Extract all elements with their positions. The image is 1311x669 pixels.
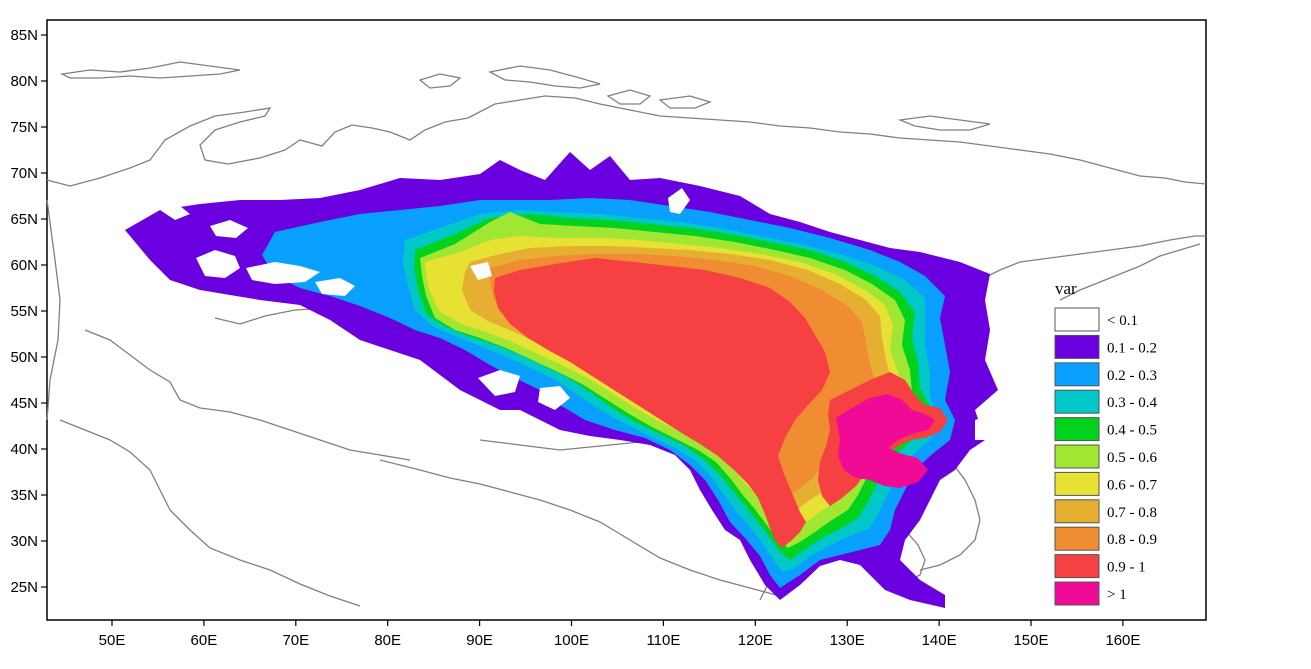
y-tick-label: 25N [10,579,38,596]
legend-swatch [1054,499,1100,524]
legend-swatch [1054,389,1100,414]
x-tick-label: 130E [830,632,865,649]
legend-swatch [1054,581,1100,606]
legend-label: < 0.1 [1107,313,1138,329]
y-tick-label: 65N [10,211,38,228]
legend-swatch [1054,417,1100,442]
x-tick-label: 150E [1013,632,1048,649]
y-tick-label: 35N [10,487,38,504]
y-tick-label: 45N [10,395,38,412]
map-body [46,61,1207,608]
x-tick-label: 60E [191,632,218,649]
legend-swatch [1054,307,1100,332]
x-tick-label: 100E [554,632,589,649]
legend-label: 0.9 - 1 [1107,560,1146,576]
y-tick-label: 55N [10,303,38,320]
x-tick-label: 90E [466,632,493,649]
y-tick-label: 40N [10,441,38,458]
legend-label: 0.6 - 0.7 [1107,477,1157,493]
legend-label: 0.8 - 0.9 [1107,532,1157,548]
legend-label: 0.1 - 0.2 [1107,340,1157,356]
x-axis: 50E 60E 70E 80E 90E 100E 110E 120E 130E 140E 150E 1… [99,620,1140,649]
legend-swatch [1054,334,1100,359]
legend-swatch [1054,444,1100,469]
x-tick-label: 110E [646,632,680,649]
contour-gt-1 [836,394,935,488]
y-tick-label: 30N [10,533,38,550]
y-tick-label: 75N [10,119,38,136]
x-tick-label: 140E [922,632,957,649]
legend-label: 0.5 - 0.6 [1107,450,1157,466]
legend-label: 0.2 - 0.3 [1107,368,1157,384]
low-value-holes [160,188,1026,440]
x-tick-label: 80E [374,632,401,649]
legend-label: 0.4 - 0.5 [1107,423,1157,439]
y-tick-label: 50N [10,349,38,366]
y-axis: 85N 80N 75N 70N 65N 60N 55N 50N 45N 40N 35N 30N 25N [10,27,47,596]
y-tick-label: 60N [10,257,38,274]
x-tick-label: 160E [1105,632,1140,649]
legend-swatch [1054,362,1100,387]
legend-label: 0.3 - 0.4 [1107,395,1157,411]
legend-title: var [1055,279,1077,298]
x-tick-label: 70E [282,632,309,649]
y-tick-label: 70N [10,165,38,182]
legend-swatch [1054,526,1100,551]
legend-swatch [1054,471,1100,496]
legend-label: > 1 [1107,587,1127,603]
y-tick-label: 85N [10,27,38,44]
x-tick-label: 120E [738,632,773,649]
legend-label: 0.7 - 0.8 [1107,505,1157,521]
x-tick-label: 50E [99,632,126,649]
y-tick-label: 80N [10,73,38,90]
legend: var < 0.1 0.1 - 0.2 0.2 - 0.3 0.3 - 0.4 0.4 … [1054,279,1157,606]
contour-0.9-1 [494,258,830,548]
legend-swatch [1054,554,1100,579]
contour-layers [125,152,998,608]
